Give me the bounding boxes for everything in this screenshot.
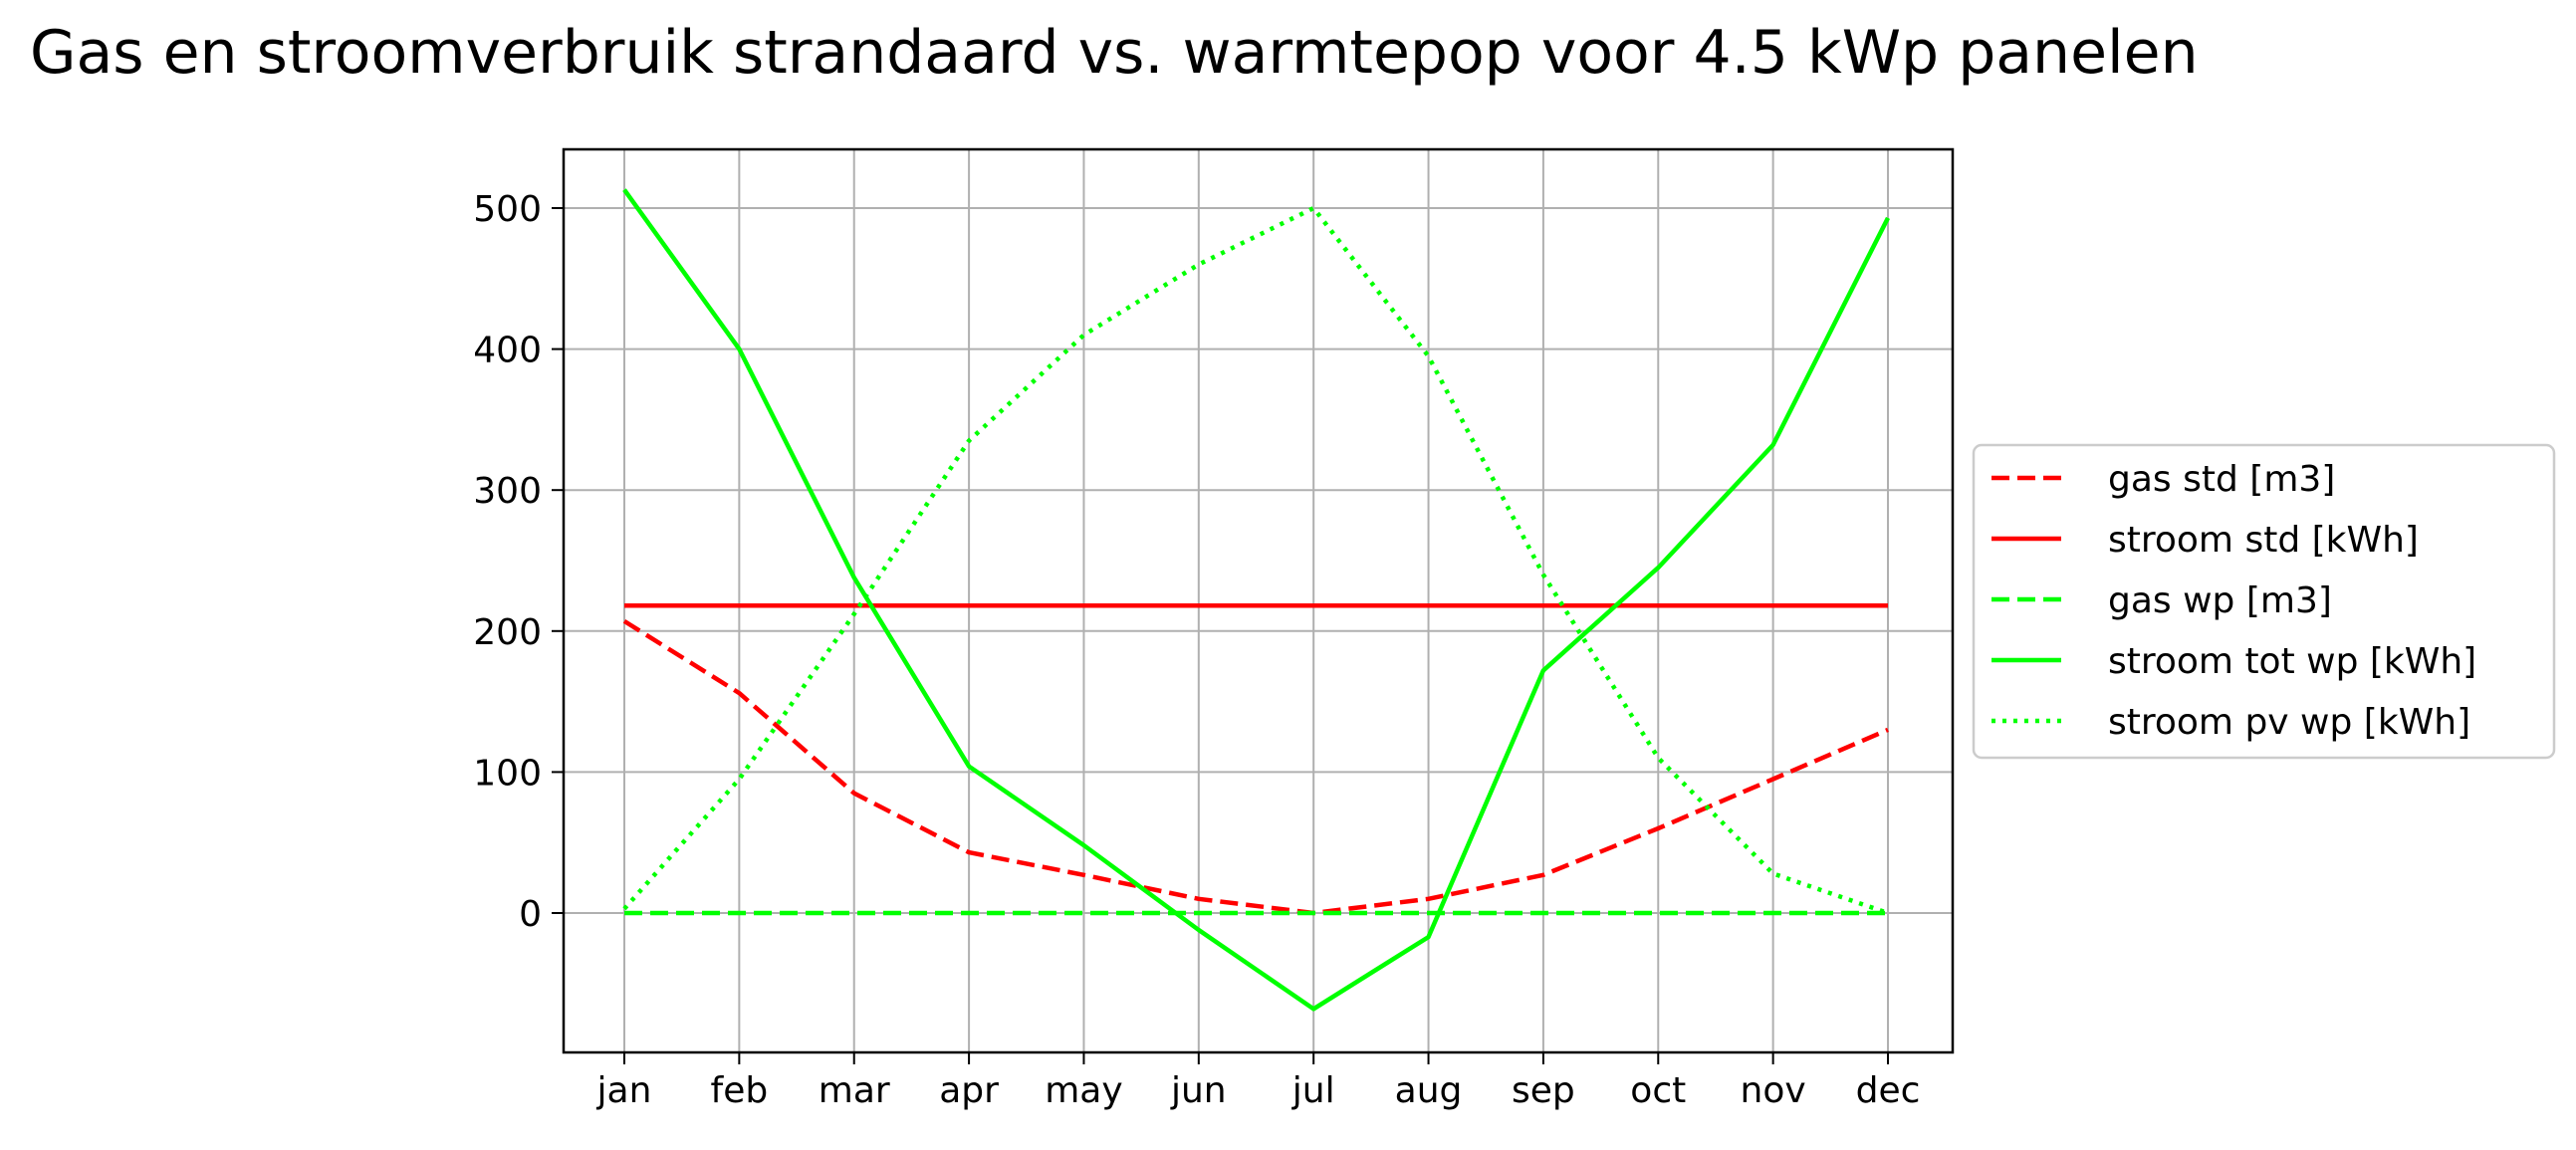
series-line-4 [622, 188, 1891, 1012]
x-tick-label: sep [1512, 1070, 1575, 1111]
y-tick-label: 500 [473, 189, 542, 230]
x-tick-label: nov [1741, 1070, 1806, 1111]
legend: gas std [m3] stroom std [kWh] gas wp [m3] s… [1972, 443, 2556, 760]
x-tick-label: mar [819, 1070, 890, 1111]
x-tick-label: aug [1395, 1070, 1463, 1111]
series-line-1 [622, 618, 1889, 916]
series-lines [622, 188, 1891, 1012]
y-tick-label: 200 [473, 612, 542, 653]
axis-ticks: jan feb mar apr may jun jul aug sep oct nov dec 0 100… [473, 189, 1920, 1111]
x-tick-label: apr [939, 1070, 999, 1111]
x-tick-label: feb [711, 1070, 769, 1111]
legend-label: stroom std [kWh] [2108, 520, 2419, 561]
y-tick-label: 0 [519, 894, 542, 935]
y-tick-label: 400 [473, 331, 542, 371]
chart-title: Gas en stroomverbruik strandaard vs. war… [30, 18, 2199, 88]
plot-frame [562, 147, 1955, 1054]
grid-lines [564, 149, 1953, 1052]
y-tick-label: 300 [473, 471, 542, 512]
legend-label: gas std [m3] [2108, 459, 2335, 500]
legend-box [1972, 443, 2556, 760]
x-tick-label: jul [1291, 1070, 1335, 1111]
legend-label: gas wp [m3] [2108, 580, 2332, 621]
x-tick-label: may [1045, 1070, 1122, 1111]
y-tick-label: 100 [473, 753, 542, 794]
x-tick-label: dec [1856, 1070, 1921, 1111]
series-line-5 [622, 205, 1889, 916]
x-tick-label: oct [1630, 1070, 1686, 1111]
legend-label: stroom pv wp [kWh] [2108, 702, 2470, 743]
x-tick-label: jun [1170, 1070, 1227, 1111]
x-tick-label: jan [596, 1070, 652, 1111]
legend-label: stroom tot wp [kWh] [2108, 641, 2476, 682]
